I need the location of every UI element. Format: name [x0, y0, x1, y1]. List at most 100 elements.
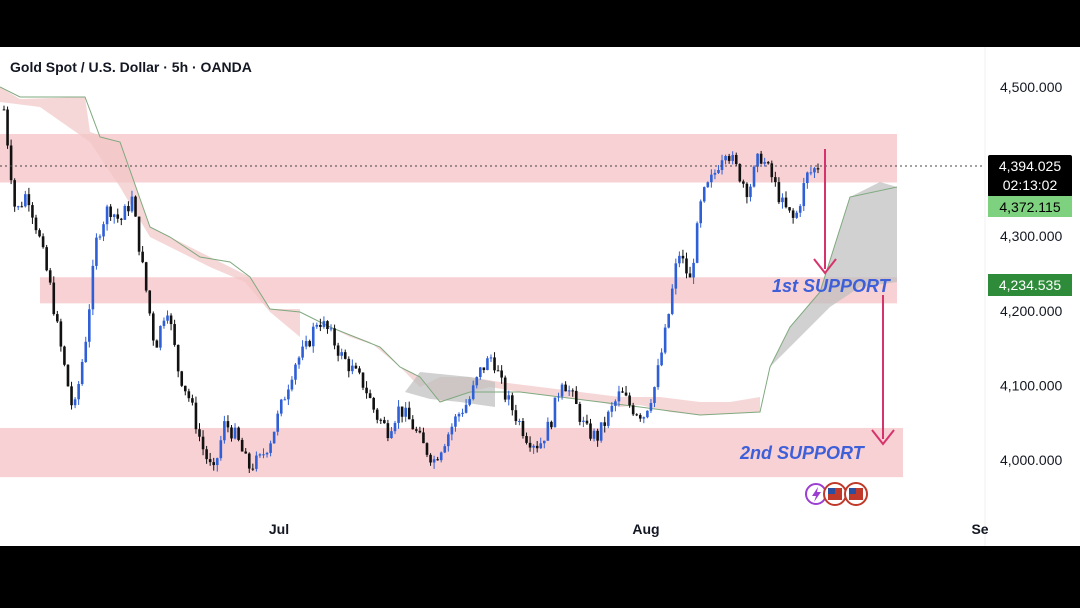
- chart-canvas[interactable]: 1st SUPPORT 2nd SUPPORT 4,500.000 4,300.0…: [0, 47, 1080, 546]
- candle-body: [102, 224, 105, 237]
- candle-body: [230, 427, 233, 439]
- candle-body: [290, 379, 294, 390]
- candle: [699, 199, 702, 228]
- price-axis[interactable]: 4,500.000 4,300.000 4,200.000 4,100.000 4,00…: [1000, 79, 1062, 468]
- time-axis[interactable]: Jul Aug Se: [269, 521, 989, 537]
- candle: [493, 352, 496, 374]
- candle-body: [546, 421, 550, 441]
- support-1-zone: [40, 277, 897, 304]
- candle: [283, 396, 287, 401]
- candle: [585, 414, 589, 425]
- candle: [358, 366, 361, 375]
- candle: [450, 423, 454, 441]
- candle: [798, 204, 802, 218]
- candle-body: [91, 265, 95, 310]
- candle: [674, 258, 678, 295]
- candle-body: [727, 156, 731, 161]
- candle: [806, 171, 809, 189]
- candle: [112, 213, 116, 224]
- candle-body: [738, 164, 742, 182]
- candle: [31, 202, 34, 225]
- candle-body: [38, 230, 41, 237]
- candle-body: [592, 430, 596, 439]
- cloud-segment-1: [0, 87, 300, 337]
- candle-body: [564, 384, 567, 392]
- candle: [717, 165, 720, 175]
- candle: [624, 385, 628, 397]
- candle-body: [631, 405, 635, 415]
- candle-body: [16, 206, 20, 208]
- candle: [720, 154, 724, 175]
- candle: [727, 153, 731, 164]
- candle: [13, 178, 16, 212]
- candle-body: [279, 399, 283, 414]
- candle-body: [247, 453, 251, 469]
- candle-body: [489, 357, 493, 359]
- candle: [265, 451, 269, 458]
- candle-body: [48, 270, 52, 283]
- candle: [646, 410, 649, 419]
- candle-body: [212, 462, 216, 466]
- candle-body: [724, 156, 727, 161]
- support-2-label: 2nd SUPPORT: [739, 443, 866, 463]
- chart-area[interactable]: 1st SUPPORT 2nd SUPPORT 4,500.000 4,300.0…: [0, 47, 1080, 546]
- candle: [102, 221, 105, 242]
- candle: [38, 228, 41, 238]
- cloud-segment-2: [300, 312, 760, 415]
- candle: [27, 187, 31, 212]
- candle-body: [329, 328, 333, 330]
- candle: [429, 453, 432, 466]
- candle: [464, 399, 468, 414]
- candle: [279, 398, 283, 417]
- candle-body: [550, 421, 553, 428]
- candle: [596, 428, 599, 447]
- candle-body: [464, 404, 468, 413]
- candle-body: [695, 223, 699, 263]
- candle-body: [791, 210, 795, 218]
- candle-body: [678, 255, 681, 264]
- candle: [198, 423, 201, 442]
- chart-title: Gold Spot / U.S. Dollar · 5h · OANDA: [10, 59, 252, 75]
- candle-body: [809, 172, 813, 174]
- candle-body: [215, 458, 219, 466]
- candle: [507, 390, 511, 406]
- candle-body: [336, 345, 340, 356]
- candle: [123, 204, 127, 220]
- candle: [386, 419, 390, 442]
- price-tick-label: 4,500.000: [1000, 79, 1062, 95]
- candle-body: [308, 341, 311, 347]
- candle: [503, 375, 507, 403]
- candle-body: [130, 196, 134, 212]
- candle-body: [244, 451, 248, 454]
- candle-body: [468, 399, 471, 405]
- candle-body: [770, 163, 774, 178]
- candle-body: [27, 194, 31, 206]
- candle-body: [56, 314, 59, 322]
- candle: [550, 420, 553, 430]
- event-flags[interactable]: [805, 482, 868, 506]
- candle-body: [191, 398, 194, 403]
- candle-body: [482, 367, 486, 371]
- candle-body: [151, 313, 155, 341]
- candle-body: [52, 282, 56, 315]
- candle-body: [180, 371, 184, 386]
- candle: [173, 319, 176, 347]
- candle-body: [347, 358, 351, 372]
- candle: [521, 417, 525, 439]
- candle-body: [514, 410, 518, 422]
- candle-body: [411, 419, 415, 430]
- candle: [379, 418, 383, 425]
- candle-body: [500, 370, 503, 378]
- candle: [432, 455, 436, 469]
- candle: [407, 401, 411, 420]
- candle-body: [628, 395, 631, 406]
- candle-body: [706, 182, 710, 188]
- candle: [486, 356, 489, 371]
- candle-body: [134, 196, 137, 217]
- candle-body: [742, 181, 745, 184]
- candle: [134, 195, 137, 217]
- candle: [557, 392, 560, 402]
- candle: [272, 431, 276, 444]
- candle-body: [2, 109, 6, 111]
- candle-body: [407, 407, 411, 420]
